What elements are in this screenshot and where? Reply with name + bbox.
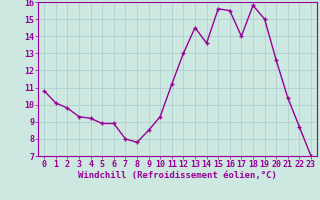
X-axis label: Windchill (Refroidissement éolien,°C): Windchill (Refroidissement éolien,°C) — [78, 171, 277, 180]
